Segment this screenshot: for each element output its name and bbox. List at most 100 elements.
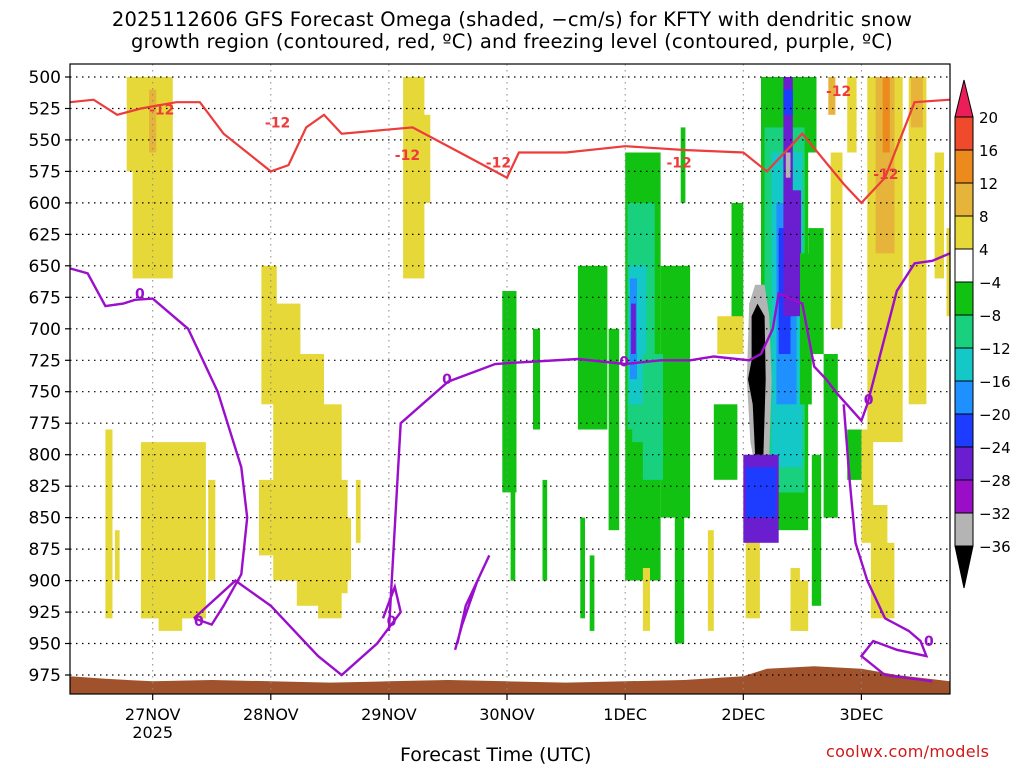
dgz-contour-minus12 <box>70 98 950 205</box>
omega-cell <box>882 77 890 153</box>
omega-cell <box>589 555 595 631</box>
y-tick-label: 700 <box>29 320 61 340</box>
omega-cell <box>580 517 585 619</box>
omega-cell <box>847 77 857 153</box>
y-tick-label: 750 <box>29 383 61 403</box>
colorbar-band <box>954 413 974 448</box>
omega-cell <box>126 77 134 172</box>
freezing-level-label: 0 <box>194 614 204 630</box>
y-tick-label: 825 <box>29 477 61 497</box>
omega-cell <box>946 228 950 317</box>
y-tick-label: 725 <box>29 351 61 371</box>
omega-cell <box>344 517 352 581</box>
omega-cell <box>196 530 204 606</box>
y-tick-label: 925 <box>29 603 61 623</box>
colorbar-arrow-bottom <box>954 545 974 589</box>
omega-cell <box>870 505 888 619</box>
y-tick-label: 525 <box>29 100 61 120</box>
omega-cell <box>418 114 431 203</box>
y-tick-label: 875 <box>29 540 61 560</box>
omega-cell <box>542 479 548 581</box>
omega-cell <box>627 429 633 556</box>
omega-cell <box>785 152 791 178</box>
y-tick-label: 550 <box>29 131 61 151</box>
colorbar-label: −12 <box>979 340 1011 358</box>
y-tick-label: 675 <box>29 288 61 308</box>
omega-cell <box>861 429 874 543</box>
x-tick-label: 27NOV <box>125 705 181 724</box>
y-tick-label: 575 <box>29 162 61 182</box>
omega-cell <box>707 530 714 631</box>
colorbar-label: 20 <box>979 109 998 127</box>
colorbar-band <box>954 446 974 481</box>
freezing-level-contour <box>842 404 933 683</box>
omega-cell <box>748 303 766 455</box>
y-tick-label: 500 <box>29 68 61 88</box>
colorbar-band <box>954 512 974 547</box>
omega-cell <box>934 152 944 279</box>
omega-cell <box>208 479 216 581</box>
x-tick-label: 1DEC <box>603 705 647 724</box>
omega-cell <box>355 479 361 543</box>
dgz-contour-label: -12 <box>395 148 420 164</box>
chart-title-line-2: growth region (contoured, red, ºC) and f… <box>131 30 893 53</box>
colorbar-label: 12 <box>979 175 998 193</box>
axes: 500 525 550 575 600 625 650 675 700 725 750 775 800 8… <box>29 63 951 742</box>
omega-cell <box>533 328 541 430</box>
y-tick-label: 900 <box>29 572 61 592</box>
y-tick-label: 600 <box>29 194 61 214</box>
y-tick-label: 775 <box>29 414 61 434</box>
dgz-contour-label: -12 <box>873 167 898 183</box>
freezing-level-label: 0 <box>387 614 397 630</box>
omega-cell <box>796 580 809 631</box>
omega-cell <box>608 328 620 531</box>
omega-cell <box>783 77 793 317</box>
contours <box>70 98 950 683</box>
freezing-level-label: 0 <box>135 287 145 303</box>
colorbar-label: −32 <box>979 505 1011 523</box>
omega-cell <box>885 542 895 619</box>
omega-cell <box>114 530 120 581</box>
omega-cell <box>674 517 685 644</box>
x-tick-label: 28NOV <box>243 705 299 724</box>
omega-cell <box>717 316 744 354</box>
freezing-level-label: 0 <box>924 634 934 650</box>
x-year-label: 2025 <box>132 723 173 742</box>
y-tick-label: 950 <box>29 635 61 655</box>
omega-cell <box>261 265 277 405</box>
colorbar-band <box>954 281 974 316</box>
colorbar-label: −28 <box>979 472 1011 490</box>
plot-frame <box>69 63 951 695</box>
colorbar-label: 8 <box>979 208 989 226</box>
x-tick-label: 30NOV <box>479 705 535 724</box>
colorbar-band <box>954 314 974 349</box>
x-tick-label: 29NOV <box>361 705 417 724</box>
colorbar-band <box>954 479 974 514</box>
omega-cell <box>908 77 927 405</box>
y-tick-label: 975 <box>29 666 61 686</box>
y-tick-label: 625 <box>29 225 61 245</box>
freezing-level-contour <box>453 554 491 651</box>
colorbar-band <box>954 116 974 151</box>
x-axis-title: Forecast Time (UTC) <box>400 744 592 766</box>
omega-cell <box>828 77 836 115</box>
omega-cell <box>808 228 824 354</box>
omega-cell <box>158 568 183 631</box>
omega-cell <box>680 127 686 203</box>
freezing-level-contour <box>387 252 950 631</box>
colorbar: 20 16 12 8 4 −4 −8 −12 −16 −20 −24 −28 −32 −36 <box>954 79 1011 589</box>
x-tick-label: 3DEC <box>840 705 884 724</box>
omega-cell <box>577 265 608 430</box>
omega-cell <box>105 429 113 619</box>
credit-link[interactable]: coolwx.com/models <box>826 742 990 761</box>
freezing-level-contour <box>70 267 249 627</box>
omega-cell <box>329 479 348 594</box>
omega-cell <box>823 354 838 518</box>
omega-cell <box>745 467 777 518</box>
colorbar-band <box>954 149 974 184</box>
omega-cell <box>811 454 822 606</box>
y-tick-label: 850 <box>29 509 61 529</box>
colorbar-band <box>954 215 974 250</box>
colorbar-label: −16 <box>979 373 1011 391</box>
omega-cell <box>790 190 802 317</box>
